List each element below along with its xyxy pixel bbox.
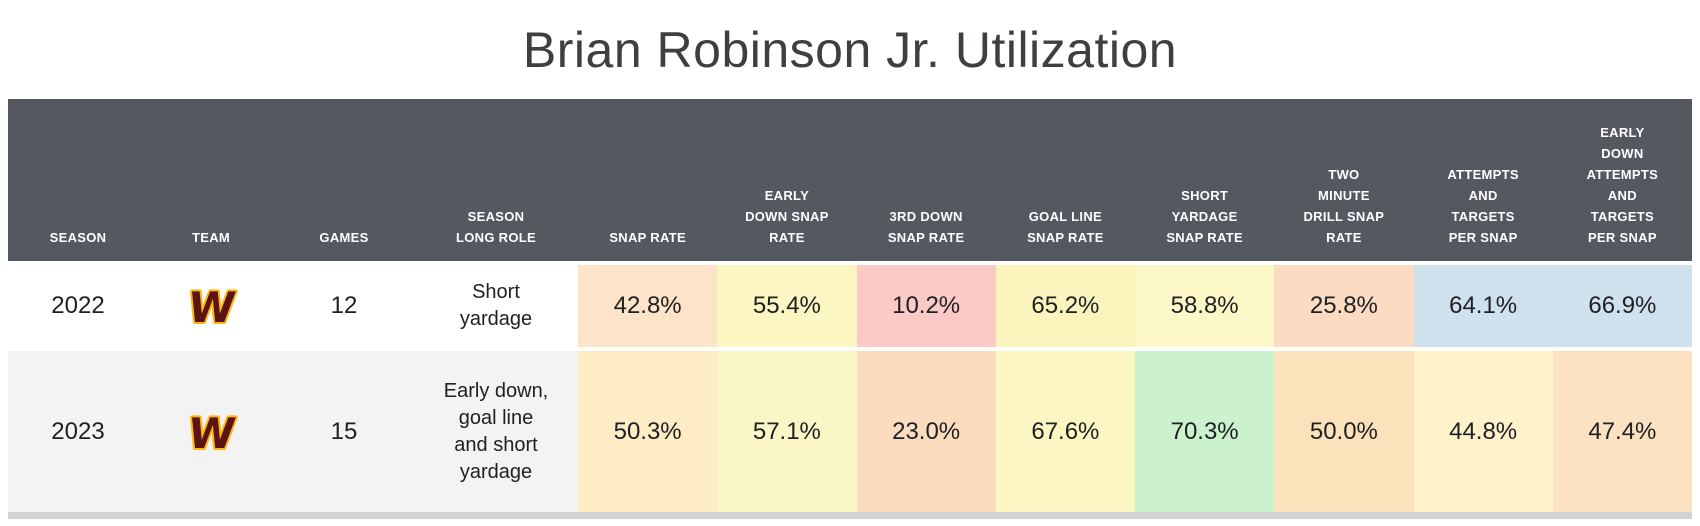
column-header-early-down-snap-rate: EARLY DOWN SNAP RATE: [745, 188, 829, 245]
season-cell: 2022: [8, 261, 148, 347]
column-header-team: TEAM: [191, 230, 231, 245]
metric-cell-two-minute-drill-snap-rate: 50.0%: [1274, 347, 1414, 512]
column-header-two-minute-drill-snap-rate: TWO MINUTE DRILL SNAP RATE: [1303, 167, 1385, 245]
column-header-short-yardage-snap-rate: SHORT YARDAGE SNAP RATE: [1166, 188, 1243, 245]
utilization-table: SEASON TEAM GAMES SEASON LONG ROLE SNAP …: [8, 99, 1692, 512]
commanders-w-icon: W: [183, 410, 240, 454]
games-cell: 15: [274, 347, 414, 512]
metric-cell-short-yardage-snap-rate: 70.3%: [1135, 347, 1275, 512]
svg-text:W: W: [185, 410, 238, 454]
column-header-attempts-targets-per-snap: ATTEMPTS AND TARGETS PER SNAP: [1447, 167, 1519, 245]
metric-cell-attempts-targets-per-snap: 64.1%: [1413, 261, 1553, 347]
team-logo-cell: W: [148, 261, 274, 347]
table-header-row: SEASON TEAM GAMES SEASON LONG ROLE SNAP …: [8, 99, 1692, 261]
metric-cell-3rd-down-snap-rate: 23.0%: [856, 347, 996, 512]
svg-text:W: W: [185, 284, 238, 328]
column-header-snap-rate: SNAP RATE: [609, 230, 686, 245]
metric-cell-early-down-attempts-targets-per-snap: 66.9%: [1552, 261, 1692, 347]
role-cell: Early down, goal line and short yardage: [414, 347, 578, 512]
metric-cell-attempts-targets-per-snap: 44.8%: [1413, 347, 1553, 512]
metric-cell-early-down-snap-rate: 57.1%: [717, 347, 857, 512]
page-title: Brian Robinson Jr. Utilization: [522, 21, 1178, 78]
metric-cell-3rd-down-snap-rate: 10.2%: [856, 261, 996, 347]
metric-cell-goal-line-snap-rate: 65.2%: [995, 261, 1135, 347]
column-header-early-down-attempts-targets-per-snap: EARLY DOWN ATTEMPTS AND TARGETS PER SNAP: [1586, 125, 1659, 245]
metric-cell-snap-rate: 42.8%: [578, 261, 718, 347]
team-logo-cell: W: [148, 347, 274, 512]
season-cell: 2023: [8, 347, 148, 512]
games-cell: 12: [274, 261, 414, 347]
column-header-goal-line-snap-rate: GOAL LINE SNAP RATE: [1027, 209, 1104, 245]
metric-cell-short-yardage-snap-rate: 58.8%: [1135, 261, 1275, 347]
table-bottom-border: [8, 512, 1692, 519]
column-header-season: SEASON: [49, 230, 107, 245]
metric-cell-early-down-snap-rate: 55.4%: [717, 261, 857, 347]
metric-cell-two-minute-drill-snap-rate: 25.8%: [1274, 261, 1414, 347]
metric-cell-goal-line-snap-rate: 67.6%: [995, 347, 1135, 512]
table-row-2023: 2023 W 15 Early down, goal line and shor…: [8, 347, 1692, 512]
metric-cell-early-down-attempts-targets-per-snap: 47.4%: [1552, 347, 1692, 512]
column-header-games: GAMES: [319, 230, 369, 245]
column-header-season-long-role: SEASON LONG ROLE: [456, 209, 536, 245]
commanders-w-icon: W: [183, 284, 240, 328]
table-row-2022: 2022 W 12 Short yardage 42.8% 55.4% 10.2…: [8, 261, 1692, 347]
metric-cell-snap-rate: 50.3%: [578, 347, 718, 512]
column-header-3rd-down-snap-rate: 3RD DOWN SNAP RATE: [887, 209, 965, 245]
role-cell: Short yardage: [414, 261, 578, 347]
